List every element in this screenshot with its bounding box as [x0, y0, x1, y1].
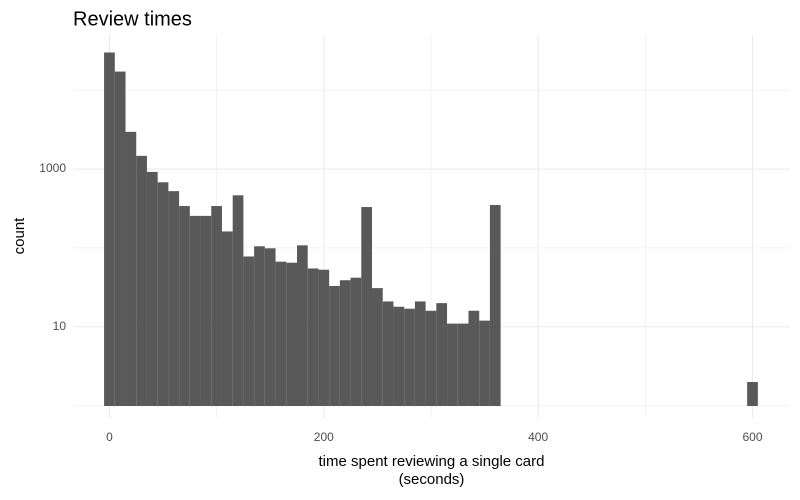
bar — [232, 195, 244, 406]
bar — [479, 320, 490, 406]
bar — [747, 382, 758, 406]
bar — [361, 207, 373, 406]
bar — [114, 71, 126, 406]
bar — [414, 301, 426, 406]
chart-title: Review times — [73, 8, 192, 30]
x-tick-label: 200 — [314, 430, 334, 444]
bar — [447, 323, 458, 406]
y-tick-label: 1000 — [39, 161, 66, 175]
y-axis-label: count — [11, 217, 28, 255]
bar — [211, 206, 222, 406]
bar — [104, 52, 115, 406]
bar — [125, 131, 137, 406]
bar — [425, 310, 437, 406]
x-tick-label: 0 — [106, 430, 113, 444]
x-tick-label: 400 — [528, 430, 548, 444]
bar — [296, 245, 308, 406]
bar — [179, 206, 190, 406]
y-tick-label: 10 — [53, 319, 67, 333]
bar — [189, 215, 201, 406]
bar — [404, 308, 415, 406]
bar — [136, 155, 147, 406]
bar — [436, 303, 448, 406]
bar — [146, 171, 158, 406]
bar — [157, 182, 169, 406]
bar — [307, 268, 319, 406]
x-axis-label: time spent reviewing a single card (seco… — [318, 453, 545, 488]
bar — [339, 280, 351, 406]
bar — [489, 205, 501, 406]
bar — [393, 306, 405, 406]
bar — [350, 277, 362, 406]
bar — [254, 246, 265, 406]
bar — [275, 261, 287, 406]
bar — [318, 269, 330, 406]
bar — [382, 301, 394, 406]
bar — [243, 256, 255, 406]
bar — [168, 191, 180, 406]
bar — [468, 310, 480, 406]
bar — [329, 285, 340, 406]
bar — [221, 231, 233, 406]
x-tick-label: 600 — [742, 430, 762, 444]
bar — [372, 288, 383, 406]
bar — [200, 215, 212, 406]
bar — [286, 262, 297, 406]
bar — [457, 323, 469, 406]
bar — [264, 248, 276, 406]
